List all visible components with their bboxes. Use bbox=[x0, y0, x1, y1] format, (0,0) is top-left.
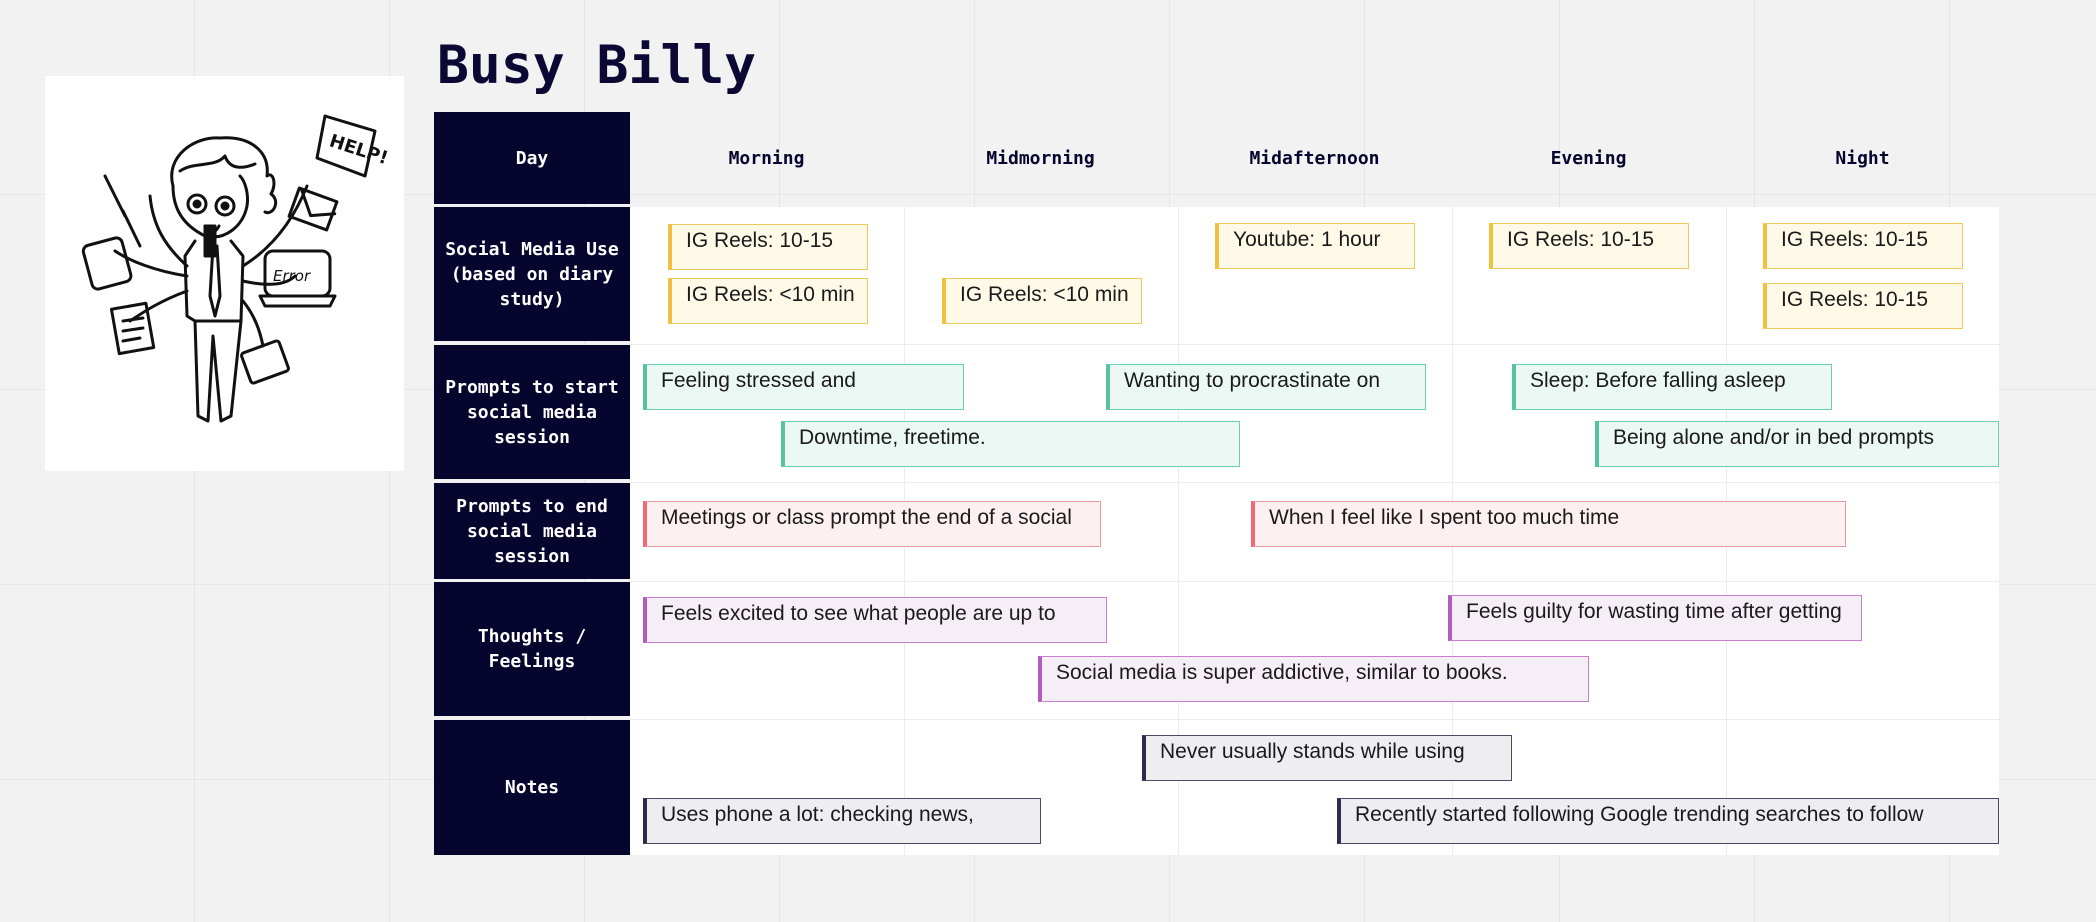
grid-line bbox=[1178, 207, 1179, 855]
column-header-morning: Morning bbox=[728, 147, 805, 169]
sticky-thought[interactable]: Feels excited to see what people are up … bbox=[643, 597, 1107, 643]
sticky-usage[interactable]: IG Reels: 10-15 bbox=[1763, 223, 1963, 269]
sticky-thought[interactable]: Social media is super addictive, similar… bbox=[1038, 656, 1589, 702]
sticky-note[interactable]: Uses phone a lot: checking news, bbox=[643, 798, 1041, 844]
sticky-note[interactable]: Never usually stands while using bbox=[1142, 735, 1512, 781]
row-header-social-media-use: Social Media Use (based on diary study) bbox=[434, 207, 630, 341]
sticky-usage[interactable]: IG Reels: <10 min bbox=[942, 278, 1142, 324]
sticky-prompt-start[interactable]: Feeling stressed and bbox=[643, 364, 964, 410]
sticky-usage[interactable]: IG Reels: 10-15 bbox=[1489, 223, 1689, 269]
persona-title: Busy Billy bbox=[437, 35, 757, 96]
column-header-midafternoon: Midafternoon bbox=[1249, 147, 1380, 169]
journey-board: Day Social Media Use (based on diary stu… bbox=[434, 112, 1999, 860]
sticky-usage[interactable]: IG Reels: 10-15 bbox=[668, 224, 868, 270]
illustration-error-text: Error bbox=[273, 267, 311, 285]
sticky-prompt-start[interactable]: Sleep: Before falling asleep bbox=[1512, 364, 1832, 410]
column-header-evening: Evening bbox=[1550, 147, 1627, 169]
column-header-midmorning: Midmorning bbox=[986, 147, 1095, 169]
sticky-prompt-start[interactable]: Downtime, freetime. bbox=[781, 421, 1240, 467]
sticky-prompt-end[interactable]: Meetings or class prompt the end of a so… bbox=[643, 501, 1101, 547]
sticky-thought[interactable]: Feels guilty for wasting time after gett… bbox=[1448, 595, 1862, 641]
sticky-note[interactable]: Recently started following Google trendi… bbox=[1337, 798, 1999, 844]
column-header-night: Night bbox=[1835, 147, 1890, 169]
row-header-day: Day bbox=[434, 112, 630, 204]
sticky-prompt-start[interactable]: Being alone and/or in bed prompts bbox=[1595, 421, 1999, 467]
grid-line bbox=[630, 482, 1999, 483]
row-header-prompts-start: Prompts to start social media session bbox=[434, 345, 630, 479]
persona-illustration: Error HELP! bbox=[45, 76, 404, 471]
row-header-thoughts: Thoughts / Feelings bbox=[434, 582, 630, 716]
sticky-usage[interactable]: IG Reels: <10 min bbox=[668, 278, 868, 324]
sticky-usage[interactable]: Youtube: 1 hour bbox=[1215, 223, 1415, 269]
sticky-prompt-end[interactable]: When I feel like I spent too much time bbox=[1251, 501, 1846, 547]
sticky-prompt-start[interactable]: Wanting to procrastinate on bbox=[1106, 364, 1426, 410]
row-header-prompts-end: Prompts to end social media session bbox=[434, 483, 630, 579]
sticky-usage[interactable]: IG Reels: 10-15 bbox=[1763, 283, 1963, 329]
grid-line bbox=[630, 719, 1999, 720]
illustration-help-text: HELP! bbox=[327, 131, 391, 170]
grid-line bbox=[630, 581, 1999, 582]
grid-line bbox=[630, 344, 1999, 345]
row-header-notes: Notes bbox=[434, 720, 630, 855]
